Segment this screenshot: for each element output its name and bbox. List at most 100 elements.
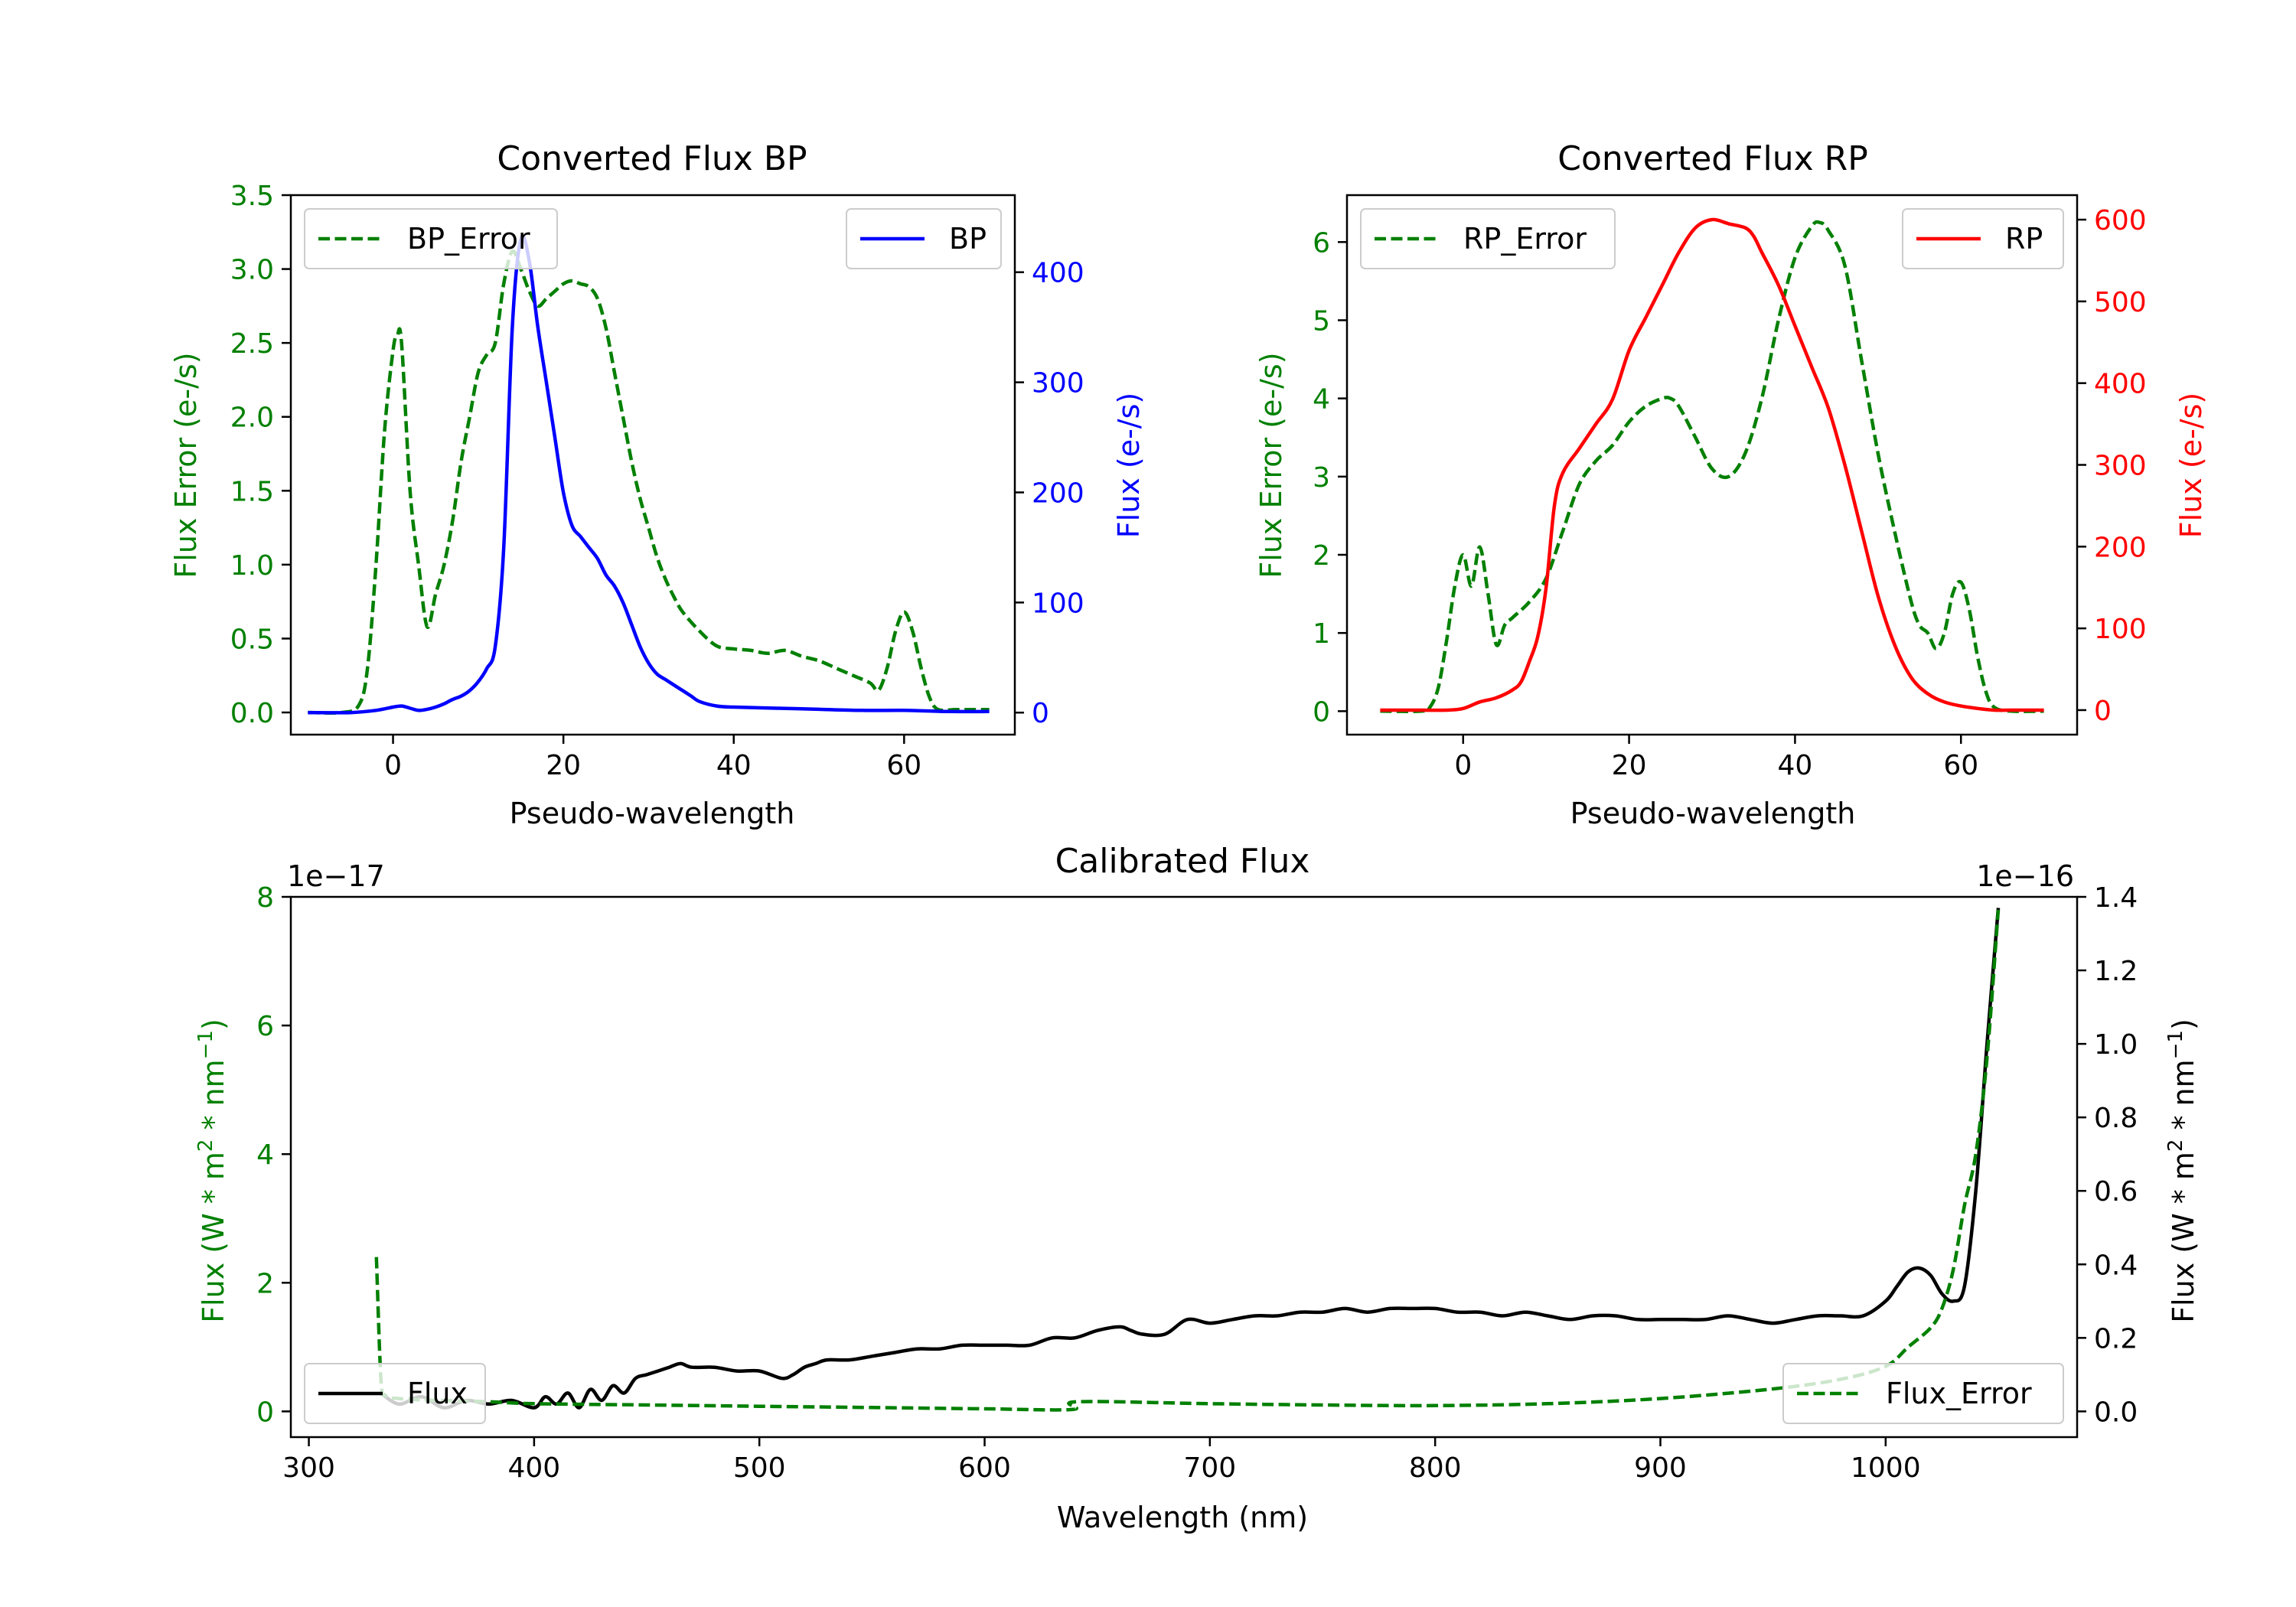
- bp-left-tick-label: 1.0: [230, 550, 274, 582]
- calibrated-x-tick-label: 700: [1183, 1452, 1236, 1484]
- calibrated-right-tick-label: 1.0: [2094, 1029, 2138, 1061]
- bp-flux-legend-label: BP: [949, 222, 987, 256]
- calibrated-left-offset: 1e−17: [287, 859, 385, 893]
- calibrated-flux-error-line: [374, 909, 2001, 1412]
- calibrated-left-label-mid: * nm: [197, 1059, 230, 1139]
- rp-right-tick-label: 300: [2094, 451, 2147, 482]
- bp-right-tick-label: 100: [1032, 588, 1084, 619]
- calibrated-x-tick-label: 600: [958, 1452, 1011, 1484]
- calibrated-plot-frame: [289, 895, 2079, 1439]
- bp-bp-error-line: [308, 249, 990, 715]
- rp-left-tick-label: 0: [1313, 696, 1330, 728]
- calibrated-x-tick-label: 300: [282, 1452, 335, 1484]
- rp-left-tick-label: 4: [1313, 384, 1330, 416]
- bp-left-tick-label: 2.5: [230, 328, 274, 360]
- bp-panel: Converted Flux BP Pseudo-wavelength Flux…: [169, 139, 1146, 830]
- calibrated-left-ticks: 0 2 4 6 8: [256, 882, 291, 1428]
- flux-legend: Flux: [304, 1363, 486, 1424]
- calibrated-left-label-prefix: Flux (W * m: [197, 1152, 230, 1323]
- calibrated-x-tick-label: 800: [1409, 1452, 1462, 1484]
- rp-right-tick-label: 200: [2094, 532, 2147, 563]
- bp-x-tick-label: 0: [384, 750, 402, 781]
- calibrated-right-label-sup2: −1: [2164, 1030, 2187, 1059]
- calibrated-panel: Calibrated Flux Wavelength (nm) 1e−17 1e…: [194, 842, 2200, 1534]
- calibrated-right-offset: 1e−16: [1976, 859, 2074, 893]
- bp-title: Converted Flux BP: [497, 139, 807, 178]
- bp-error-legend-label: BP_Error: [407, 222, 530, 256]
- rp-panel: Converted Flux RP Pseudo-wavelength Flux…: [1254, 139, 2208, 830]
- rp-error-legend-box: [1360, 208, 1616, 269]
- bp-left-tick-label: 0.5: [230, 624, 274, 655]
- calibrated-right-tick-label: 0.0: [2094, 1397, 2138, 1428]
- bp-left-tick-label: 1.5: [230, 476, 274, 507]
- bp-right-axis-label: Flux (e-/s): [1112, 393, 1146, 538]
- bp-error-legend-box: [304, 208, 558, 269]
- calibrated-right-tick-label: 0.4: [2094, 1250, 2138, 1281]
- calibrated-series: [374, 908, 2001, 1412]
- rp-rp-line: [1380, 217, 2044, 712]
- rp-plot-frame: [1345, 194, 2079, 736]
- rp-left-tick-label: 2: [1313, 540, 1330, 572]
- rp-x-axis-label: Pseudo-wavelength: [1570, 797, 1856, 830]
- calibrated-left-tick-label: 8: [256, 882, 274, 914]
- bp-right-tick-label: 400: [1032, 258, 1084, 289]
- rp-right-tick-label: 0: [2094, 696, 2112, 727]
- flux-legend-box: [304, 1363, 486, 1424]
- calibrated-left-tick-label: 2: [256, 1268, 274, 1299]
- rp-left-ticks: 0 1 2 3 4 5 6: [1313, 227, 1347, 728]
- calibrated-left-tick-label: 0: [256, 1397, 274, 1428]
- rp-left-tick-label: 3: [1313, 462, 1330, 494]
- bp-x-tick-label: 40: [716, 750, 752, 781]
- bp-series: [308, 234, 990, 715]
- rp-flux-legend: RP: [1902, 208, 2064, 269]
- bp-plot-frame: [289, 194, 1016, 736]
- rp-left-tick-label: 1: [1313, 618, 1330, 650]
- calibrated-right-tick-label: 0.6: [2094, 1176, 2138, 1208]
- bp-left-tick-label: 2.0: [230, 403, 274, 434]
- calibrated-left-tick-label: 4: [256, 1139, 274, 1171]
- calibrated-x-axis-label: Wavelength (nm): [1057, 1501, 1308, 1534]
- calibrated-x-ticks: 300 400 500 600 700 800 900 1000: [282, 1437, 1921, 1484]
- rp-rp-error-line: [1380, 220, 2044, 713]
- bp-right-tick-label: 300: [1032, 368, 1084, 399]
- calibrated-right-axis-label: Flux (W * m2 * nm−1): [2164, 1019, 2200, 1323]
- calibrated-right-tick-label: 0.2: [2094, 1323, 2138, 1354]
- rp-title: Converted Flux RP: [1557, 139, 1868, 178]
- calibrated-left-label-end: ): [197, 1019, 230, 1030]
- rp-flux-legend-box: [1902, 208, 2064, 269]
- calibrated-x-tick-label: 500: [733, 1452, 786, 1484]
- bp-right-ticks: 0 100 200 300 400: [1015, 258, 1084, 729]
- rp-right-axis-label: Flux (e-/s): [2174, 393, 2208, 538]
- calibrated-left-label-sup2: −1: [194, 1030, 217, 1059]
- calibrated-right-label-mid: * nm: [2167, 1059, 2200, 1139]
- calibrated-right-ticks: 0.0 0.2 0.4 0.6 0.8 1.0 1.2 1.4: [2077, 882, 2138, 1428]
- calibrated-right-tick-label: 1.2: [2094, 956, 2138, 987]
- calibrated-right-label-sup1: 2: [2164, 1139, 2187, 1152]
- bp-right-tick-label: 0: [1032, 698, 1049, 729]
- bp-left-tick-label: 3.0: [230, 255, 274, 286]
- rp-left-tick-label: 6: [1313, 227, 1330, 259]
- calibrated-left-axis-label: Flux (W * m2 * nm−1): [194, 1019, 230, 1323]
- bp-right-tick-label: 200: [1032, 478, 1084, 509]
- bp-left-ticks: 0.0 0.5 1.0 1.5 2.0 2.5 3.0 3.5: [230, 181, 291, 729]
- calibrated-left-tick-label: 6: [256, 1011, 274, 1042]
- rp-error-legend: RP_Error: [1360, 208, 1616, 269]
- flux-error-legend: Flux_Error: [1782, 1363, 2064, 1424]
- rp-x-tick-label: 20: [1612, 750, 1647, 781]
- rp-flux-legend-label: RP: [2005, 222, 2043, 256]
- rp-left-tick-label: 5: [1313, 305, 1330, 337]
- rp-series: [1380, 217, 2044, 713]
- calibrated-right-tick-label: 1.4: [2094, 882, 2138, 914]
- rp-right-tick-label: 500: [2094, 287, 2147, 318]
- calibrated-left-label-sup1: 2: [194, 1139, 217, 1152]
- flux-error-legend-label: Flux_Error: [1886, 1377, 2032, 1410]
- calibrated-x-tick-label: 1000: [1851, 1452, 1921, 1484]
- calibrated-right-label-end: ): [2167, 1019, 2200, 1030]
- rp-right-tick-label: 100: [2094, 614, 2147, 645]
- bp-error-legend: BP_Error: [304, 208, 558, 269]
- rp-left-axis-label: Flux Error (e-/s): [1254, 352, 1288, 578]
- rp-error-legend-label: RP_Error: [1463, 222, 1587, 256]
- bp-x-tick-label: 20: [546, 750, 581, 781]
- calibrated-x-tick-label: 400: [508, 1452, 561, 1484]
- flux-error-legend-box: [1782, 1363, 2064, 1424]
